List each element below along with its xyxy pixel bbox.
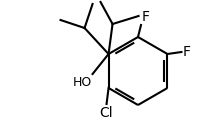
Text: HO: HO <box>72 76 92 89</box>
Text: F: F <box>182 45 191 59</box>
Text: Cl: Cl <box>100 106 113 120</box>
Text: F: F <box>142 10 150 24</box>
